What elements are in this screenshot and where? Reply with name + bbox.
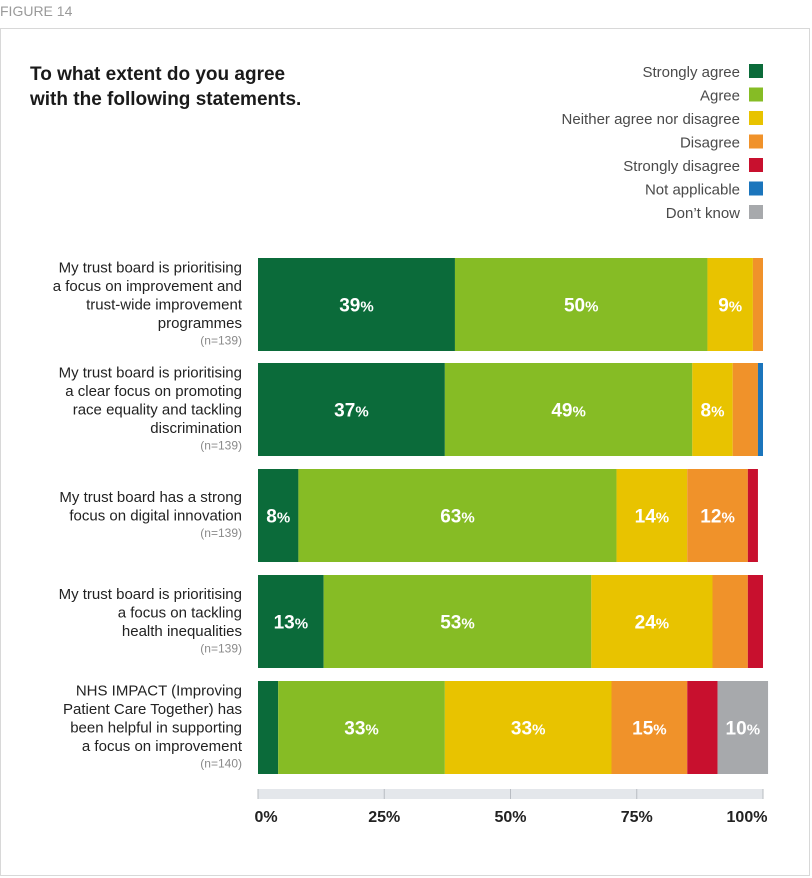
category-label: NHS IMPACT (Improving [76,683,242,700]
category-label: a focus on tackling [118,604,242,621]
category-label: a clear focus on promoting [65,383,242,400]
legend-swatch [749,181,763,196]
bar-segment [258,469,299,562]
data-label: 24% [635,613,669,634]
category-n: (n=139) [200,334,242,348]
bar-segment [692,363,733,456]
category-label: programmes [158,315,242,332]
category-label: Patient Care Together) has [63,701,242,718]
category-label: a focus on improvement and [53,278,242,295]
category-label: My trust board is prioritising [59,586,242,603]
bar-segment [747,575,763,668]
data-label: 33% [511,719,545,740]
data-label: 12% [700,507,734,528]
bar-segment [752,258,763,351]
category-n: (n=139) [200,641,242,655]
x-tick-label: 50% [494,809,526,826]
bar-segment [258,681,279,774]
legend-label: Neither agree nor disagree [562,111,740,128]
bar-segment [323,575,592,668]
category-label: race equality and tackling [73,402,242,419]
x-tick-label: 75% [621,809,653,826]
bar-segment [258,363,445,456]
x-tick-label: 100% [727,809,768,826]
bar-segment [278,681,445,774]
data-label: 39% [339,296,373,317]
bar-segment [687,469,748,562]
bar-segment [717,681,769,774]
category-label: health inequalities [122,623,242,640]
category-n: (n=139) [200,439,242,453]
bar-segment [298,469,617,562]
bar-segment [444,363,693,456]
legend-swatch [749,111,763,125]
chart-title-line: with the following statements. [29,89,301,110]
bar-segment [747,469,758,562]
category-label: trust-wide improvement [86,297,243,314]
chart-frame [0,28,810,876]
bar-segment [732,363,758,456]
bar-segment [707,258,753,351]
data-label: 15% [632,719,666,740]
bar-segment [591,575,713,668]
bar-segment [258,258,455,351]
bar-segment [712,575,748,668]
category-label: My trust board is prioritising [59,365,242,382]
data-label: 33% [344,719,378,740]
data-label: 9% [718,296,742,317]
bar-segment [454,258,708,351]
data-label: 49% [551,401,585,422]
data-label: 53% [440,613,474,634]
category-label: been helpful in supporting [70,720,242,737]
bar-segment [258,575,324,668]
data-label: 37% [334,401,368,422]
data-label: 63% [440,507,474,528]
legend-label: Don’t know [666,205,740,222]
bar-segment [687,681,718,774]
data-label: 13% [274,613,308,634]
x-tick-label: 0% [254,809,277,826]
category-n: (n=140) [200,757,242,771]
data-label: 8% [266,507,290,528]
legend-swatch [749,158,763,172]
bar-segment [616,469,688,562]
legend-label: Strongly agree [642,64,740,81]
chart-title-line: To what extent do you agree [30,64,285,85]
category-label: My trust board is prioritising [59,260,242,277]
data-label: 10% [726,719,760,740]
x-tick-label: 25% [368,809,400,826]
legend-swatch [749,134,763,149]
data-label: 14% [635,507,669,528]
legend-swatch [749,64,763,78]
category-label: focus on digital innovation [69,508,242,525]
data-label: 50% [564,296,598,317]
category-n: (n=139) [200,526,242,540]
figure-label: FIGURE 14 [0,3,73,19]
category-label: a focus on improvement [82,738,243,755]
category-label: discrimination [150,420,242,437]
legend-label: Disagree [680,135,740,152]
legend-swatch [749,205,763,219]
bar-segment [757,363,763,456]
legend-label: Agree [700,88,740,105]
legend-label: Not applicable [645,182,740,199]
bar-segment [444,681,612,774]
legend-swatch [749,87,763,102]
category-label: My trust board has a strong [59,489,242,506]
bar-segment [611,681,688,774]
data-label: 8% [701,401,725,422]
legend-label: Strongly disagree [623,158,740,175]
